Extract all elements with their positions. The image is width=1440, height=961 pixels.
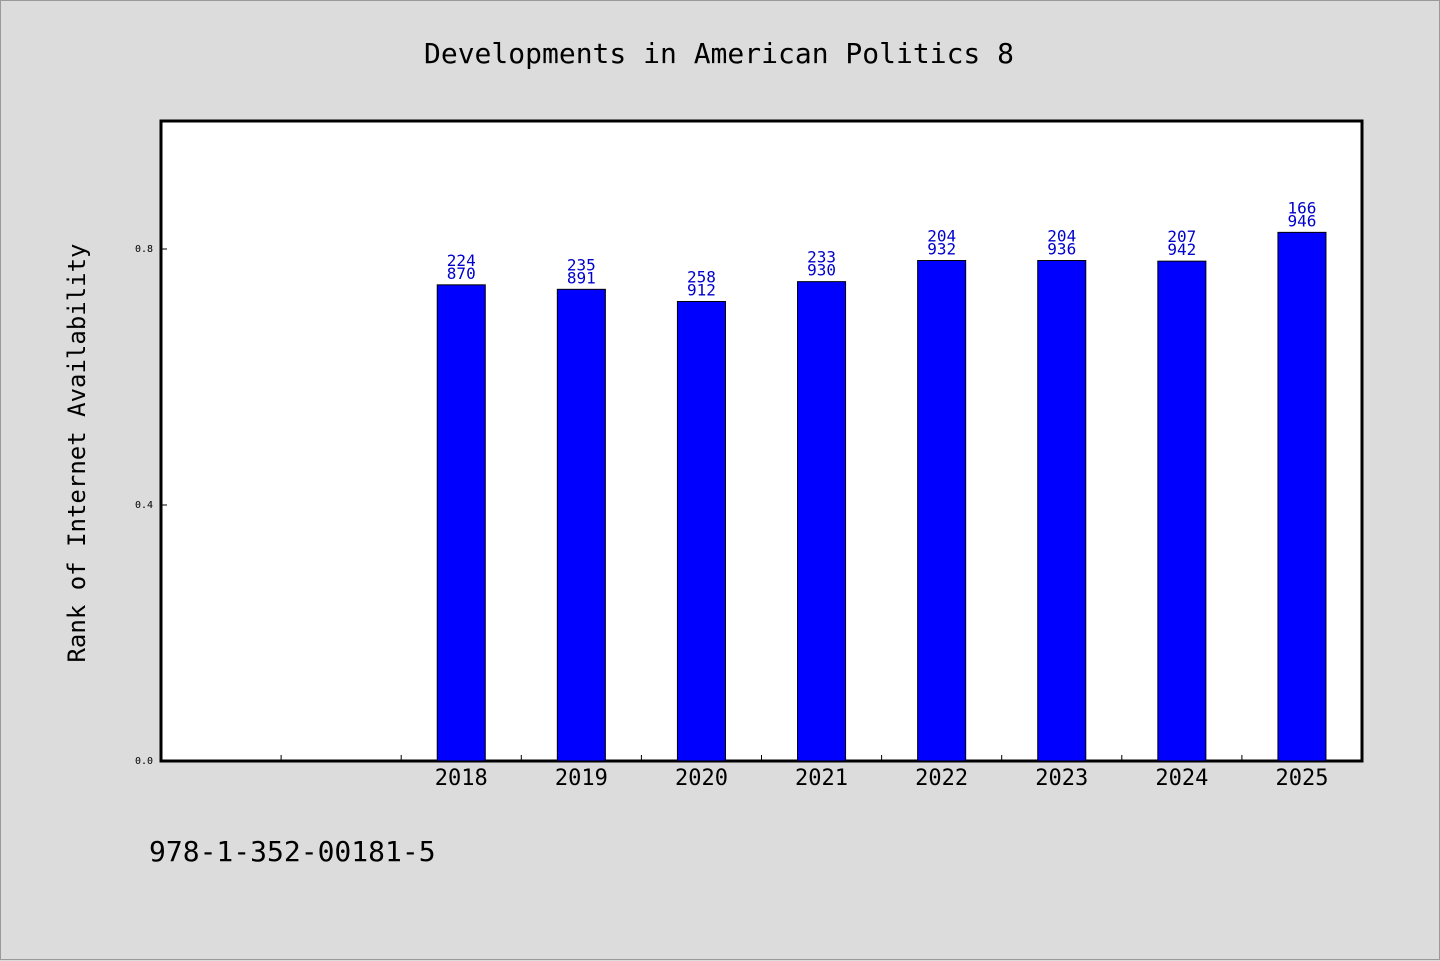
bar-2024 bbox=[1157, 260, 1207, 762]
chart-title: Developments in American Politics 8 bbox=[424, 37, 1014, 70]
y-tick-label: 0.4 bbox=[135, 500, 153, 511]
data-label-top-2019: 235 bbox=[567, 255, 596, 274]
data-label-bottom-2023: 936 bbox=[1047, 240, 1076, 259]
x-tick-label-2020: 2020 bbox=[675, 766, 728, 791]
data-label-top-2018: 224 bbox=[447, 251, 476, 270]
y-axis-ticks: 0.0 0.4 0.8 bbox=[135, 244, 167, 767]
data-label-bottom-2019: 891 bbox=[567, 268, 596, 287]
data-label-bottom-2022: 932 bbox=[927, 240, 956, 259]
bar-2019 bbox=[556, 288, 606, 762]
x-tick-label-2018: 2018 bbox=[435, 766, 488, 791]
x-tick-label-2022: 2022 bbox=[915, 766, 968, 791]
x-axis-ticks: 2018 2019 2020 2021 2022 2023 2024 2025 bbox=[280, 755, 1328, 791]
data-label-bottom-2021: 930 bbox=[807, 261, 836, 280]
data-label-bottom-2018: 870 bbox=[447, 264, 476, 283]
y-tick-label: 0.0 bbox=[135, 756, 153, 767]
data-label-top-2024: 207 bbox=[1167, 227, 1196, 246]
bar-2021 bbox=[797, 281, 847, 762]
x-tick-label-2021: 2021 bbox=[795, 766, 848, 791]
x-tick-label-2019: 2019 bbox=[555, 766, 608, 791]
x-tick-label-2024: 2024 bbox=[1155, 766, 1208, 791]
bar-2022 bbox=[917, 260, 967, 762]
x-tick-label-2023: 2023 bbox=[1035, 766, 1088, 791]
bar-2025 bbox=[1277, 231, 1327, 762]
data-label-top-2025: 166 bbox=[1287, 198, 1316, 217]
bar-2020 bbox=[676, 300, 726, 762]
data-label-top-2022: 204 bbox=[927, 227, 956, 246]
data-label-bottom-2020: 912 bbox=[687, 280, 716, 299]
data-label-top-2023: 204 bbox=[1047, 227, 1076, 246]
bars-group bbox=[436, 231, 1327, 762]
data-label-top-2020: 258 bbox=[687, 267, 716, 286]
data-label-bottom-2024: 942 bbox=[1167, 240, 1196, 259]
y-tick-label: 0.8 bbox=[135, 244, 153, 255]
footer-code: 978-1-352-00181-5 bbox=[149, 835, 436, 868]
bar-2023 bbox=[1037, 260, 1087, 762]
x-tick-label-2025: 2025 bbox=[1275, 766, 1328, 791]
y-axis-label: Rank of Internet Availability bbox=[63, 243, 91, 662]
data-label-bottom-2025: 946 bbox=[1287, 211, 1316, 230]
bar-2018 bbox=[436, 284, 486, 762]
data-label-top-2021: 233 bbox=[807, 248, 836, 267]
